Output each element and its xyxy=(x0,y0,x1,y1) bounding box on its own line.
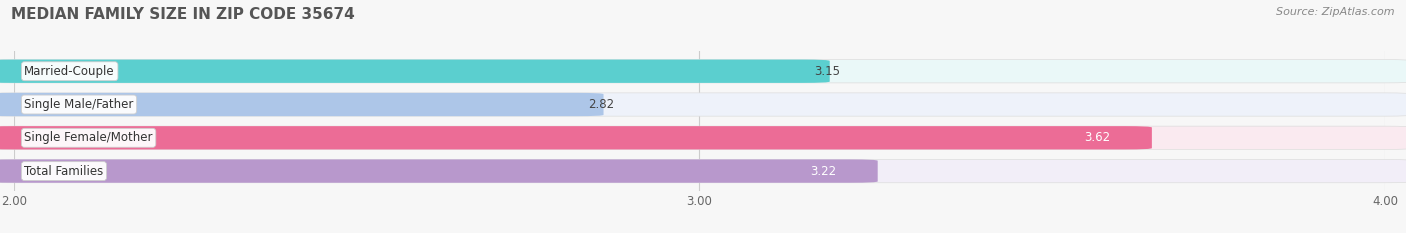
Text: 3.22: 3.22 xyxy=(810,164,837,178)
Text: Source: ZipAtlas.com: Source: ZipAtlas.com xyxy=(1277,7,1395,17)
FancyBboxPatch shape xyxy=(0,60,1406,83)
FancyBboxPatch shape xyxy=(0,93,603,116)
FancyBboxPatch shape xyxy=(0,159,877,183)
FancyBboxPatch shape xyxy=(0,126,1152,149)
Text: Single Female/Mother: Single Female/Mother xyxy=(24,131,153,144)
Text: 3.62: 3.62 xyxy=(1084,131,1111,144)
Text: Single Male/Father: Single Male/Father xyxy=(24,98,134,111)
FancyBboxPatch shape xyxy=(0,93,1406,116)
FancyBboxPatch shape xyxy=(0,126,1406,149)
Text: 2.82: 2.82 xyxy=(589,98,614,111)
Text: Married-Couple: Married-Couple xyxy=(24,65,115,78)
Text: MEDIAN FAMILY SIZE IN ZIP CODE 35674: MEDIAN FAMILY SIZE IN ZIP CODE 35674 xyxy=(11,7,354,22)
FancyBboxPatch shape xyxy=(0,159,1406,183)
Text: Total Families: Total Families xyxy=(24,164,104,178)
Text: 3.15: 3.15 xyxy=(814,65,841,78)
FancyBboxPatch shape xyxy=(0,60,830,83)
